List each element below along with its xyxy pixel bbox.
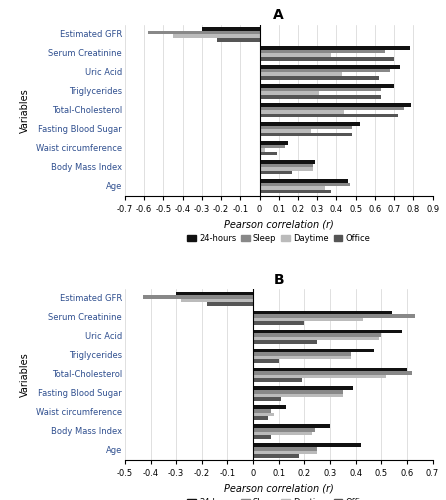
Bar	[260, 103, 412, 106]
Bar	[260, 46, 409, 50]
Bar	[253, 444, 361, 447]
Bar	[253, 318, 363, 322]
Legend: 24-hours, Sleep, Daytime, Office: 24-hours, Sleep, Daytime, Office	[184, 495, 374, 500]
Bar	[260, 182, 350, 186]
X-axis label: Pearson correlation (r): Pearson correlation (r)	[224, 219, 334, 229]
Bar	[176, 292, 253, 296]
Bar	[260, 54, 330, 57]
Bar	[260, 141, 289, 144]
Bar	[253, 447, 317, 450]
Bar	[260, 50, 384, 53]
Bar	[253, 310, 392, 314]
Bar	[253, 424, 330, 428]
Bar	[260, 95, 381, 98]
Bar	[260, 148, 265, 152]
Bar	[253, 360, 279, 363]
Bar	[202, 28, 260, 31]
Bar	[260, 144, 285, 148]
Bar	[260, 110, 344, 114]
Bar	[260, 65, 400, 69]
Bar	[253, 352, 351, 356]
Bar	[260, 186, 325, 190]
Bar	[253, 454, 299, 458]
Bar	[260, 92, 319, 95]
Y-axis label: Variables: Variables	[21, 352, 30, 397]
Bar	[253, 386, 353, 390]
Bar	[253, 416, 268, 420]
Bar	[253, 322, 305, 325]
Title: B: B	[273, 273, 284, 287]
Bar	[253, 394, 343, 398]
Bar	[260, 129, 311, 133]
Legend: 24-hours, Sleep, Daytime, Office: 24-hours, Sleep, Daytime, Office	[184, 230, 374, 246]
Bar	[260, 171, 292, 174]
Bar	[253, 406, 286, 409]
Bar	[148, 31, 260, 34]
Bar	[253, 340, 317, 344]
Title: A: A	[273, 8, 284, 22]
Bar	[260, 133, 352, 136]
Bar	[253, 348, 374, 352]
Bar	[260, 76, 379, 80]
Bar	[253, 356, 351, 360]
Bar	[260, 122, 359, 126]
Bar	[181, 299, 253, 302]
Bar	[260, 84, 394, 87]
Bar	[253, 333, 381, 337]
X-axis label: Pearson correlation (r): Pearson correlation (r)	[224, 484, 334, 494]
Bar	[253, 371, 412, 374]
Y-axis label: Variables: Variables	[21, 88, 30, 132]
Bar	[260, 160, 315, 164]
Bar	[253, 412, 274, 416]
Bar	[260, 69, 390, 72]
Bar	[253, 330, 402, 333]
Bar	[260, 126, 352, 129]
Bar	[253, 390, 343, 394]
Bar	[253, 314, 415, 318]
Bar	[260, 190, 330, 194]
Bar	[260, 164, 314, 167]
Bar	[253, 378, 302, 382]
Bar	[253, 450, 317, 454]
Bar	[143, 296, 253, 299]
Bar	[260, 72, 342, 76]
Bar	[173, 34, 260, 38]
Bar	[260, 88, 381, 92]
Bar	[253, 432, 312, 435]
Bar	[260, 167, 314, 171]
Bar	[253, 368, 407, 371]
Bar	[260, 152, 277, 156]
Bar	[253, 435, 271, 439]
Bar	[253, 409, 271, 412]
Bar	[207, 302, 253, 306]
Bar	[260, 114, 398, 117]
Bar	[253, 428, 315, 432]
Bar	[253, 398, 281, 401]
Bar	[260, 106, 404, 110]
Bar	[260, 57, 394, 60]
Bar	[253, 337, 379, 340]
Bar	[260, 179, 348, 182]
Bar	[253, 374, 387, 378]
Bar	[217, 38, 260, 42]
